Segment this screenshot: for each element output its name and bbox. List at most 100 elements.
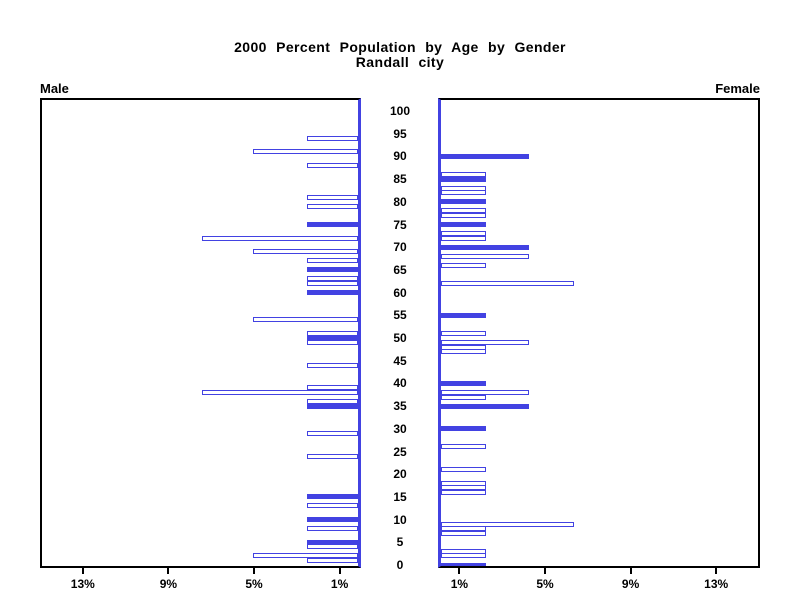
bar-male-age-94 xyxy=(307,135,358,141)
age-tick-label-20: 20 xyxy=(393,467,407,482)
bar-female-age-90 xyxy=(441,153,529,159)
bar-female-age-18 xyxy=(441,480,486,486)
age-tick-label-100: 100 xyxy=(389,104,411,118)
bar-female-age-26 xyxy=(441,444,486,450)
bar-female-age-17 xyxy=(441,485,486,491)
percent-tick-mark xyxy=(167,568,170,574)
percent-tick-label: 1% xyxy=(450,577,469,591)
percent-tick-mark xyxy=(715,568,718,574)
percent-tick-mark xyxy=(338,568,341,574)
age-tick-label-50: 50 xyxy=(393,331,407,345)
percent-tick-label: 9% xyxy=(159,577,178,591)
bar-female-age-40 xyxy=(441,380,486,386)
bar-female-age-77 xyxy=(441,212,486,218)
bar-female-age-82 xyxy=(441,190,486,196)
age-tick-label-65: 65 xyxy=(393,262,407,277)
bar-female-age-8 xyxy=(441,526,486,532)
bar-female-age-3 xyxy=(441,548,486,554)
bar-male-age-63 xyxy=(307,276,358,282)
percent-tick-label: 13% xyxy=(70,577,95,591)
bar-male-age-69 xyxy=(253,249,358,255)
age-tick-label-25: 25 xyxy=(393,444,407,459)
bar-male-age-36 xyxy=(307,399,358,405)
bar-male-age-88 xyxy=(307,162,358,168)
age-tick-label-0: 0 xyxy=(396,558,404,572)
percent-tick-mark xyxy=(458,568,461,574)
bar-male-age-29 xyxy=(307,430,358,436)
age-tick-label-45: 45 xyxy=(393,353,407,368)
bar-male-age-91 xyxy=(253,149,358,155)
age-tick-label-15: 15 xyxy=(393,489,407,504)
bar-female-age-49 xyxy=(441,340,529,346)
female-panel-label: Female xyxy=(715,81,760,96)
bar-female-age-37 xyxy=(441,394,486,400)
percent-tick-label: 5% xyxy=(536,577,554,591)
bar-male-age-49 xyxy=(307,340,358,346)
age-tick-label-70: 70 xyxy=(393,240,407,255)
age-tick-label-55: 55 xyxy=(393,308,407,323)
bar-female-age-73 xyxy=(441,231,486,237)
bar-female-age-66 xyxy=(441,262,486,268)
age-tick-label-30: 30 xyxy=(393,421,407,436)
percent-tick-label: 13% xyxy=(704,577,729,591)
bar-female-age-48 xyxy=(441,344,486,350)
bar-female-age-2 xyxy=(441,553,486,559)
bar-male-age-8 xyxy=(307,526,358,532)
bar-male-age-51 xyxy=(307,330,358,336)
age-tick-label-5: 5 xyxy=(396,535,404,550)
age-tick-label-40: 40 xyxy=(393,376,407,391)
bar-female-age-30 xyxy=(441,426,486,432)
bar-female-age-16 xyxy=(441,489,486,495)
bar-male-age-5 xyxy=(307,539,358,545)
bar-female-age-38 xyxy=(441,389,529,395)
bar-male-age-72 xyxy=(202,235,358,241)
percent-tick-mark xyxy=(629,568,632,574)
age-tick-label-95: 95 xyxy=(393,126,407,141)
bar-male-age-1 xyxy=(307,557,358,563)
percent-tick-label: 9% xyxy=(621,577,640,591)
age-tick-label-90: 90 xyxy=(393,149,407,164)
bar-female-age-62 xyxy=(441,281,574,287)
percent-tick-mark xyxy=(81,568,84,574)
bar-female-age-9 xyxy=(441,521,574,527)
bar-male-age-65 xyxy=(307,267,358,273)
bar-female-age-85 xyxy=(441,176,486,182)
bar-male-age-67 xyxy=(307,258,358,264)
bar-female-age-55 xyxy=(441,312,486,318)
bar-male-age-38 xyxy=(202,389,358,395)
bar-male-age-50 xyxy=(307,335,358,341)
percent-tick-label: 1% xyxy=(330,577,349,591)
bar-male-age-39 xyxy=(307,385,358,391)
bar-male-age-15 xyxy=(307,494,358,500)
bar-female-age-72 xyxy=(441,235,486,241)
bar-male-age-24 xyxy=(307,453,358,459)
bar-female-age-83 xyxy=(441,185,486,191)
bar-female-age-47 xyxy=(441,349,486,355)
bar-female-age-78 xyxy=(441,208,486,214)
male-panel-label: Male xyxy=(40,81,69,96)
percent-tick-mark xyxy=(253,568,255,574)
male-plot-area xyxy=(40,98,361,568)
bar-male-age-75 xyxy=(307,222,358,227)
bar-male-age-81 xyxy=(307,194,358,200)
bar-male-age-13 xyxy=(307,503,358,509)
age-tick-label-60: 60 xyxy=(393,285,407,300)
bar-male-age-60 xyxy=(307,290,358,296)
age-tick-label-80: 80 xyxy=(393,194,407,209)
bar-female-age-75 xyxy=(441,222,486,227)
female-plot-area xyxy=(438,98,760,568)
bar-male-age-54 xyxy=(253,317,358,323)
bar-female-age-7 xyxy=(441,530,486,536)
bar-male-age-35 xyxy=(307,403,358,409)
percent-tick-mark xyxy=(544,568,546,574)
bar-male-age-4 xyxy=(307,544,358,550)
bar-female-age-51 xyxy=(441,330,486,336)
bar-female-age-80 xyxy=(441,199,486,205)
chart-subtitle: Randall city xyxy=(355,54,445,70)
age-tick-label-10: 10 xyxy=(393,512,407,527)
age-tick-label-35: 35 xyxy=(393,399,407,414)
chart-title: 2000 Percent Population by Age by Gender xyxy=(234,39,566,55)
age-tick-label-75: 75 xyxy=(393,217,407,232)
bar-male-age-62 xyxy=(307,281,358,287)
age-tick-label-85: 85 xyxy=(393,172,407,187)
